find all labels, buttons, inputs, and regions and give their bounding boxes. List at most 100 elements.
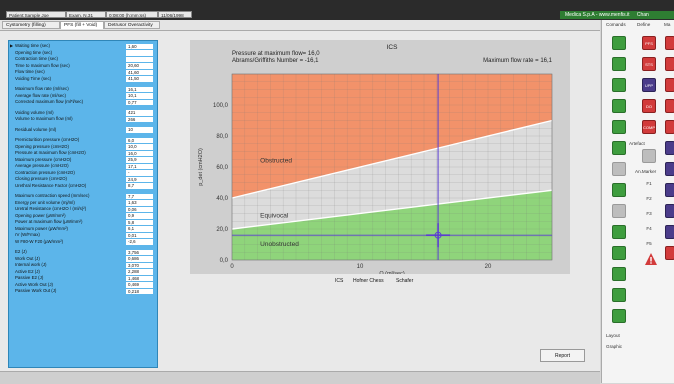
time-field: 0:08:00 (h:mm:ss) [106, 11, 158, 18]
upper-boundary-line [231, 119, 553, 199]
c-icon[interactable] [665, 36, 674, 50]
parameter-value[interactable]: 6,1 [126, 226, 153, 232]
m-icon[interactable] [665, 120, 674, 134]
parameter-value[interactable]: 24,9 [126, 176, 153, 182]
parameter-label: Corrected maximum flow (ml*l/sec) [15, 99, 84, 104]
zoom-in-icon[interactable] [612, 78, 626, 92]
f3-button[interactable]: F3 [646, 211, 652, 216]
parameter-value[interactable]: 10 [126, 127, 153, 133]
n-icon[interactable] [665, 78, 674, 92]
parameter-value[interactable]: 7,7 [126, 193, 153, 199]
parameter-value[interactable]: 266 [126, 116, 153, 122]
parameter-label: Maximum pressure (cmH2O) [15, 156, 72, 162]
comp-icon[interactable]: COMP [642, 120, 656, 134]
define-header[interactable]: Define [637, 22, 651, 27]
commands-header[interactable]: Comands [606, 22, 626, 27]
pr-icon[interactable] [665, 183, 674, 197]
parameter-value[interactable]: 17,1 [126, 163, 153, 169]
pe-icon[interactable] [665, 225, 674, 239]
ma-header[interactable]: Ma [664, 22, 671, 27]
p-icon[interactable] [665, 57, 674, 71]
parameter-value[interactable]: 421 [126, 110, 153, 116]
v-icon[interactable] [665, 162, 674, 176]
parameter-value[interactable]: 0,469 [126, 282, 153, 288]
mode-hofner-chess[interactable]: Hofner Chess [353, 278, 384, 284]
export-icon[interactable] [612, 183, 626, 197]
parameter-value[interactable]: 8,7 [126, 183, 153, 189]
parameter-value[interactable]: 0,06 [126, 206, 153, 212]
f1-button[interactable]: F1 [646, 181, 652, 186]
parameter-value[interactable]: 0,9 [126, 213, 153, 219]
parameter-value[interactable] [126, 56, 153, 62]
parameter-value[interactable]: 1,63 [126, 200, 153, 206]
parameter-value[interactable]: 1,468 [126, 275, 153, 281]
graphic-label[interactable]: Graphic [606, 344, 623, 349]
parameter-value[interactable] [126, 50, 153, 56]
zoom-icon[interactable] [612, 57, 626, 71]
grid-icon[interactable] [612, 309, 626, 323]
upp-icon[interactable]: UPP [642, 78, 656, 92]
chart-title: ICS [387, 44, 399, 51]
parameter-value[interactable]: 5,8 [126, 219, 153, 225]
parameter-value[interactable]: 10,0 [126, 144, 153, 150]
x-axis-label: Q (ml/sec) [379, 271, 405, 274]
parameter-row: E2 (J) 3,756 [9, 249, 157, 256]
parameter-value[interactable]: 2,288 [126, 269, 153, 275]
mode-ics[interactable]: ICS [335, 278, 344, 284]
camera-icon[interactable] [612, 120, 626, 134]
f2-button[interactable]: F2 [646, 196, 652, 201]
parameter-value[interactable]: 1,60 [126, 43, 153, 49]
list-icon[interactable] [612, 246, 626, 260]
parameter-value[interactable]: 16,1 [126, 86, 153, 92]
parameter-row: Contraction time (sec) [9, 56, 157, 63]
sts-icon[interactable]: STS [642, 57, 656, 71]
print-icon[interactable] [612, 162, 626, 176]
la-icon[interactable] [665, 141, 674, 155]
gear-icon[interactable] [612, 267, 626, 281]
parameter-value[interactable]: 3,070 [126, 262, 153, 268]
parameter-label: Opening power (µW/mm²) [15, 212, 66, 218]
parameter-value[interactable]: 0,686 [126, 256, 153, 262]
artefact-icon[interactable] [642, 149, 656, 163]
navigate-icon[interactable] [612, 141, 626, 155]
parameter-value[interactable]: 41,50 [126, 76, 153, 82]
bladder-icon[interactable] [612, 36, 626, 50]
f4-button[interactable]: F4 [646, 226, 652, 231]
region-equivocal [232, 120, 552, 229]
zoom-out-icon[interactable] [612, 99, 626, 113]
region-label-unobstructed: Unobstructed [260, 241, 299, 248]
tab-cystometry[interactable]: Cystometry (filling) [2, 21, 60, 29]
tab-detrusor-overactivity[interactable]: Detrusor Overactivity [104, 21, 160, 29]
table-icon[interactable] [612, 225, 626, 239]
a-icon[interactable] [665, 204, 674, 218]
parameter-value[interactable]: 20,60 [126, 63, 153, 69]
parameter-value[interactable]: 6,0 [126, 137, 153, 143]
parameter-value[interactable]: - [126, 170, 153, 176]
parameter-value[interactable]: -2,6 [126, 239, 153, 245]
do-icon[interactable]: DO [642, 99, 656, 113]
parameter-value[interactable]: 0,218 [126, 288, 153, 294]
parameter-value[interactable]: 41,60 [126, 69, 153, 75]
warning-icon[interactable] [644, 252, 658, 266]
parameter-value[interactable]: 25,9 [126, 157, 153, 163]
ics-nomogram-chart[interactable]: 0,0 20,0 40,0 60,0 80,0 100,0 0 10 20 Q (ml/sec) p… [190, 40, 570, 277]
s-icon[interactable] [665, 99, 674, 113]
layout-label[interactable]: Layout [606, 333, 620, 338]
d-icon[interactable] [665, 246, 674, 260]
parameter-value[interactable]: 0,77 [126, 99, 153, 105]
parameter-value[interactable]: 10,1 [126, 93, 153, 99]
pen-icon[interactable] [612, 288, 626, 302]
tab-pfs[interactable]: PFS (fill + Void) [60, 21, 104, 29]
y-tick-label: 20,0 [216, 227, 228, 233]
pfs-icon[interactable]: PFS [642, 36, 656, 50]
parameter-row: Work Out (J) 0,686 [9, 256, 157, 263]
mode-schafer[interactable]: Schafer [396, 278, 414, 284]
parameter-row: Active Work Out (J) 0,469 [9, 282, 157, 289]
report-button[interactable]: Report [540, 349, 585, 362]
parameter-row: rV (W/Fmax) 0,01 [9, 232, 157, 239]
f5-button[interactable]: F5 [646, 241, 652, 246]
parameter-value[interactable]: 0,01 [126, 232, 153, 238]
parameter-row: Energy per unit volume (mj/ml) 1,63 [9, 200, 157, 207]
parameter-value[interactable]: 16,0 [126, 150, 153, 156]
parameter-value[interactable]: 3,756 [126, 249, 153, 255]
